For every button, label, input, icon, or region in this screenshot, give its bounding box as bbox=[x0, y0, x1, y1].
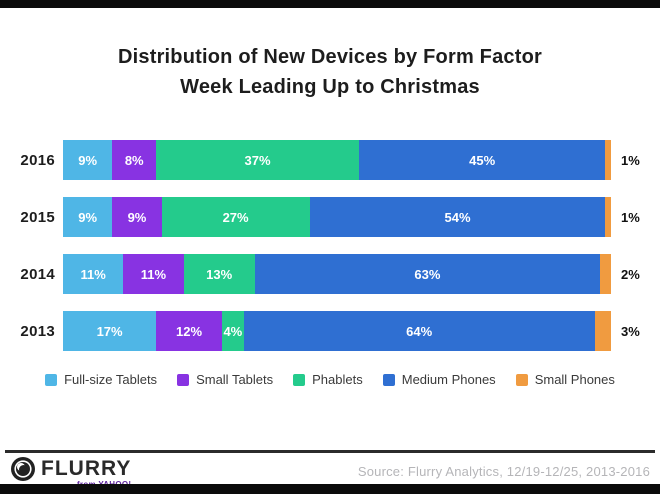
stacked-bar: 17% 12% 4% 64% bbox=[63, 311, 611, 351]
chart-title-line2: Week Leading Up to Christmas bbox=[180, 76, 480, 98]
chart-row-2014: 2014 11% 11% 13% 63% 2% bbox=[0, 254, 660, 294]
bar-segment: 54% bbox=[309, 197, 606, 237]
year-label: 2016 bbox=[20, 151, 55, 169]
legend-item: Phablets bbox=[293, 372, 363, 387]
top-black-bar bbox=[0, 0, 660, 8]
stacked-bar: 11% 11% 13% 63% bbox=[63, 254, 611, 294]
legend-label: Medium Phones bbox=[401, 372, 496, 387]
legend-item: Medium Phones bbox=[382, 372, 496, 387]
bar-segment bbox=[605, 197, 611, 237]
footer-divider bbox=[5, 450, 655, 453]
bar-segment: 9% bbox=[63, 140, 113, 180]
bar-segment: 17% bbox=[63, 311, 157, 351]
bar-segment bbox=[600, 254, 611, 294]
legend-swatch bbox=[382, 373, 395, 386]
bar-segment: 64% bbox=[243, 311, 595, 351]
bar-segment: 4% bbox=[221, 311, 244, 351]
bar-segment: 9% bbox=[63, 197, 113, 237]
legend-label: Full-size Tablets bbox=[64, 372, 158, 387]
chart-title: Distribution of New Devices by Form Fact… bbox=[0, 42, 660, 102]
stacked-bar: 9% 8% 37% 45% bbox=[63, 140, 611, 180]
bar-segment: 11% bbox=[123, 254, 184, 294]
legend-label: Small Tablets bbox=[196, 372, 274, 387]
bar-segment bbox=[605, 140, 611, 180]
bar-segment: 45% bbox=[358, 140, 606, 180]
legend-item: Full-size Tablets bbox=[45, 372, 157, 387]
legend-swatch bbox=[515, 373, 528, 386]
year-label: 2015 bbox=[20, 208, 55, 226]
chart-rows: 2016 9% 8% 37% 45% 1% 2015 9% 9% 27% 54% 1% 2014 11% 1… bbox=[0, 140, 660, 368]
bar-segment: 13% bbox=[183, 254, 255, 294]
legend-swatch bbox=[45, 373, 58, 386]
outside-value-label: 3% bbox=[621, 323, 640, 339]
outside-value-label: 1% bbox=[621, 209, 640, 225]
source-attribution: Source: Flurry Analytics, 12/19-12/25, 2… bbox=[357, 464, 650, 479]
bar-segment: 11% bbox=[63, 254, 124, 294]
bar-segment bbox=[594, 311, 611, 351]
bar-segment: 63% bbox=[254, 254, 600, 294]
footer: FLURRY from YAHOO! Source: Flurry Analyt… bbox=[10, 456, 650, 489]
legend-label: Phablets bbox=[312, 372, 363, 387]
legend-swatch bbox=[177, 373, 190, 386]
bar-segment: 9% bbox=[112, 197, 162, 237]
bar-segment: 37% bbox=[156, 140, 359, 180]
chart-row-2015: 2015 9% 9% 27% 54% 1% bbox=[0, 197, 660, 237]
chart-legend: Full-size Tablets Small Tablets Phablets Me… bbox=[0, 372, 660, 387]
chart-row-2016: 2016 9% 8% 37% 45% 1% bbox=[0, 140, 660, 180]
legend-item: Small Tablets bbox=[177, 372, 273, 387]
bar-segment: 12% bbox=[156, 311, 222, 351]
flurry-shutter-icon bbox=[10, 456, 36, 482]
year-label: 2013 bbox=[20, 322, 55, 340]
outside-value-label: 1% bbox=[621, 152, 640, 168]
outside-value-label: 2% bbox=[621, 266, 640, 282]
flurry-logo-text: FLURRY bbox=[41, 457, 132, 480]
legend-swatch bbox=[293, 373, 306, 386]
bar-segment: 27% bbox=[161, 197, 310, 237]
bottom-black-bar bbox=[0, 484, 660, 494]
bar-segment: 8% bbox=[112, 140, 157, 180]
chart-row-2013: 2013 17% 12% 4% 64% 3% bbox=[0, 311, 660, 351]
stacked-bar: 9% 9% 27% 54% bbox=[63, 197, 611, 237]
chart-title-line1: Distribution of New Devices by Form Fact… bbox=[117, 46, 543, 68]
legend-item: Small Phones bbox=[515, 372, 615, 387]
year-label: 2014 bbox=[20, 265, 55, 283]
legend-label: Small Phones bbox=[534, 372, 615, 387]
